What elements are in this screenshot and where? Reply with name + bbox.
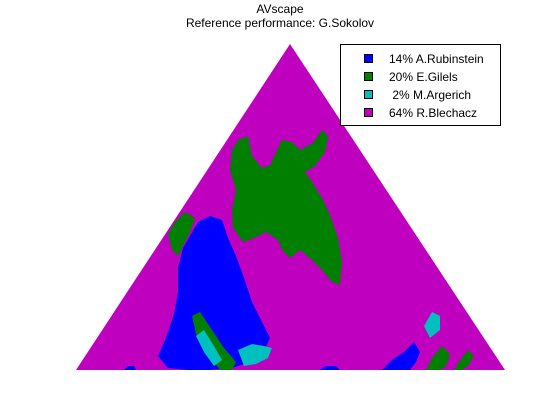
legend-swatch-m-argerich [364, 90, 373, 99]
region-m-argerich-patch-right [424, 312, 440, 338]
legend-swatch-e-gilels [364, 72, 373, 81]
region-e-gilels-main [230, 130, 342, 285]
legend-entry-e-gilels: 20% E.Gilels [341, 70, 501, 84]
region-a-rubinstein-speck-2 [124, 366, 136, 370]
region-e-gilels-left [168, 212, 195, 256]
legend-label-a-rubinstein: 14% A.Rubinstein [389, 52, 484, 66]
chart-title: AVscape [256, 2, 304, 16]
chart-subtitle: Reference performance: G.Sokolov [185, 16, 375, 30]
legend-swatch-r-blechacz [364, 108, 373, 117]
legend-entry-m-argerich: 2% M.Argerich [341, 88, 501, 102]
region-m-argerich-streak-1 [196, 330, 222, 366]
legend-label-e-gilels: 20% E.Gilels [389, 70, 458, 84]
region-a-rubinstein-main [158, 216, 270, 370]
legend-label-r-blechacz: 64% R.Blechacz [389, 106, 478, 120]
legend-swatch-a-rubinstein [364, 54, 373, 63]
legend-label-m-argerich: 2% M.Argerich [389, 88, 472, 102]
region-a-rubinstein-bottom-right [382, 342, 420, 370]
legend: 14% A.Rubinstein 20% E.Gilels 2% M.Arger… [340, 44, 501, 126]
region-m-argerich-streak-2 [238, 344, 272, 366]
region-a-rubinstein-speck-1 [320, 366, 340, 370]
legend-entry-r-blechacz: 64% R.Blechacz [341, 106, 501, 120]
legend-entry-a-rubinstein: 14% A.Rubinstein [341, 52, 501, 66]
region-e-gilels-bottom-right [426, 346, 450, 370]
region-e-gilels-lower [192, 312, 236, 370]
region-e-gilels-streak-right [454, 350, 474, 370]
